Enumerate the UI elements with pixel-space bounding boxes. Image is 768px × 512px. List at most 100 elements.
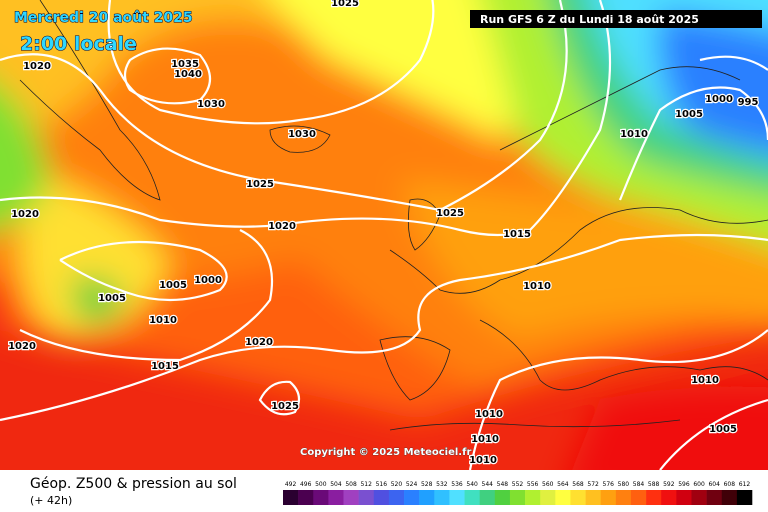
isobar-label: 995 [738, 97, 759, 108]
isobar-label: 1005 [675, 109, 703, 120]
colorbar-swatch [479, 490, 496, 505]
run-info: Run GFS 6 Z du Lundi 18 août 2025 [480, 13, 699, 26]
isobar-label: 1025 [436, 208, 464, 219]
colorbar-label: 544 [482, 481, 494, 488]
colorbar-label: 588 [648, 481, 660, 488]
colorbar-swatch [540, 490, 556, 505]
colorbar-label: 596 [678, 481, 690, 488]
colorbar-swatch [419, 490, 435, 505]
colorbar-swatch [661, 490, 677, 505]
colorbar-swatch [388, 490, 405, 505]
colorbar-swatch [449, 490, 465, 505]
colorbar-label: 568 [572, 481, 584, 488]
colorbar-label: 528 [421, 481, 433, 488]
colorbar-label: 580 [618, 481, 630, 488]
isobar-label: 1010 [691, 375, 719, 386]
colorbar-label: 612 [739, 481, 751, 488]
colorbar-label: 516 [376, 481, 388, 488]
isobar-label: 1010 [475, 409, 503, 420]
colorbar-swatch [646, 490, 662, 505]
colorbar-label: 492 [285, 481, 297, 488]
colorbar-swatch [676, 490, 692, 505]
colorbar-label: 540 [466, 481, 478, 488]
coastlines [19, 0, 768, 431]
colorbar-label: 496 [300, 481, 312, 488]
colorbar-swatch [585, 490, 602, 505]
colorbar-swatch [630, 490, 647, 505]
copyright: Copyright © 2025 Meteociel.fr [300, 447, 471, 458]
run-banner [470, 10, 762, 28]
colorbar-swatch [615, 490, 632, 505]
colorbar-label: 556 [527, 481, 539, 488]
legend-title: Géop. Z500 & pression au sol [30, 476, 237, 492]
isobar-label: 1010 [469, 455, 497, 466]
colorbar-label: 512 [360, 481, 372, 488]
colorbar-swatch [494, 490, 511, 505]
colorbar-swatch [525, 490, 541, 505]
local-time: 2:00 locale [20, 33, 137, 55]
forecast-date: Mercredi 20 août 2025 [14, 10, 193, 26]
colorbar: 492 496 500 504 508 512 516 520 524 528 532 536 540 5… [283, 481, 753, 505]
colorbar-swatch [283, 490, 299, 505]
colorbar-label: 604 [708, 481, 720, 488]
colorbar-swatch [434, 490, 450, 505]
colorbar-swatch [313, 490, 329, 505]
isobar-label: 1005 [159, 280, 187, 291]
colorbar-swatch [464, 490, 480, 505]
colorbar-label: 552 [512, 481, 524, 488]
colorbar-swatch [736, 490, 753, 505]
isobar-label: 1020 [23, 61, 51, 72]
colorbar-label: 572 [587, 481, 599, 488]
colorbar-swatch [555, 490, 571, 505]
isobar-label: 1010 [620, 129, 648, 140]
isobar-label: 1025 [246, 179, 274, 190]
isobar-label: 1020 [11, 209, 39, 220]
colorbar-swatch [328, 490, 344, 505]
isobar-label: 1000 [705, 94, 733, 105]
colorbar-label: 532 [436, 481, 448, 488]
isobar-label: 1020 [8, 341, 36, 352]
isobar-label: 1000 [194, 275, 222, 286]
isobar-label: 1020 [245, 337, 273, 348]
isobar-label: 1010 [149, 315, 177, 326]
colorbar-label: 592 [663, 481, 675, 488]
isobar-label: 1025 [271, 401, 299, 412]
colorbar-label: 500 [315, 481, 327, 488]
colorbar-label: 504 [330, 481, 342, 488]
isobar-label: 1040 [174, 69, 202, 80]
colorbar-label: 508 [345, 481, 357, 488]
colorbar-label: 536 [451, 481, 463, 488]
lead-time: (+ 42h) [30, 494, 72, 507]
colorbar-label: 524 [406, 481, 418, 488]
colorbar-label: 548 [497, 481, 509, 488]
colorbar-label: 564 [557, 481, 569, 488]
colorbar-swatch [600, 490, 617, 505]
isobar-label: 1030 [197, 99, 225, 110]
colorbar-label: 520 [391, 481, 403, 488]
colorbar-swatch [570, 490, 586, 505]
isobar-label: 1035 [171, 59, 199, 70]
isobar-label: 1005 [98, 293, 126, 304]
colorbar-label: 584 [633, 481, 645, 488]
colorbar-swatch [691, 490, 707, 505]
isobar-label: 1015 [503, 229, 531, 240]
isobar-label: 1010 [523, 281, 551, 292]
isobars [0, 0, 768, 470]
isobar-label: 1025 [331, 0, 359, 9]
colorbar-swatch [706, 490, 723, 505]
isobar-label: 1030 [288, 129, 316, 140]
isobar-label: 1020 [268, 221, 296, 232]
isobar-label: 1015 [151, 361, 179, 372]
colorbar-swatch [404, 490, 420, 505]
colorbar-label: 608 [724, 481, 736, 488]
colorbar-swatch [358, 490, 375, 505]
colorbar-label: 576 [603, 481, 615, 488]
isobar-label: 1005 [709, 424, 737, 435]
colorbar-swatch [343, 490, 359, 505]
colorbar-swatch [373, 490, 390, 505]
isobar-label: 1010 [471, 434, 499, 445]
colorbar-swatch [298, 490, 314, 505]
